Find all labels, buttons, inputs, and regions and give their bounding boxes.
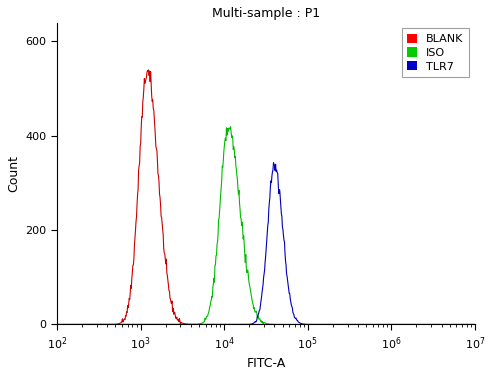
- Line: TLR7: TLR7: [57, 163, 475, 325]
- BLANK: [297, 322, 303, 327]
- ISO: [308, 322, 314, 327]
- BLANK: [321, 322, 327, 327]
- BLANK: [414, 322, 420, 327]
- ISO: [54, 322, 60, 327]
- TLR7: [271, 161, 277, 165]
- TLR7: [321, 322, 327, 327]
- ISO: [228, 124, 234, 129]
- Title: Multi-sample : P1: Multi-sample : P1: [212, 7, 320, 20]
- TLR7: [371, 322, 377, 327]
- Line: BLANK: BLANK: [57, 70, 475, 325]
- TLR7: [414, 322, 420, 327]
- BLANK: [308, 322, 314, 327]
- BLANK: [54, 322, 60, 327]
- Y-axis label: Count: Count: [7, 155, 20, 192]
- BLANK: [472, 322, 478, 327]
- TLR7: [80, 322, 86, 327]
- ISO: [80, 322, 86, 327]
- TLR7: [308, 322, 314, 327]
- BLANK: [371, 322, 377, 327]
- BLANK: [80, 322, 86, 327]
- Line: ISO: ISO: [57, 127, 475, 325]
- ISO: [472, 322, 478, 327]
- ISO: [297, 322, 303, 327]
- ISO: [371, 322, 377, 327]
- BLANK: [146, 68, 152, 72]
- ISO: [321, 322, 327, 327]
- X-axis label: FITC-A: FITC-A: [246, 357, 285, 370]
- TLR7: [297, 321, 303, 325]
- TLR7: [472, 322, 478, 327]
- ISO: [414, 322, 420, 327]
- TLR7: [54, 322, 60, 327]
- Legend: BLANK, ISO, TLR7: BLANK, ISO, TLR7: [402, 28, 469, 77]
